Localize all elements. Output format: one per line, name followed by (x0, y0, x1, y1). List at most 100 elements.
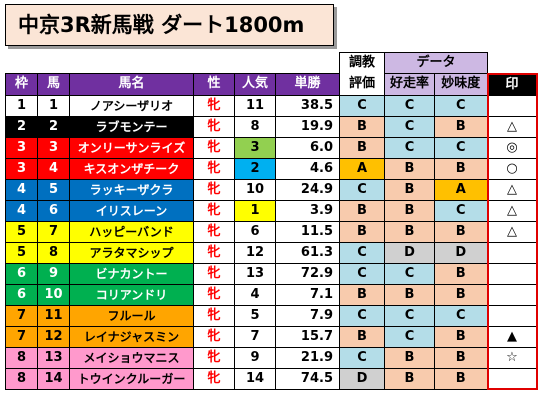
myoumido-grade-cell: D (434, 241, 488, 264)
shirushi-mark-cell (486, 262, 538, 285)
sex-cell: 牝 (193, 325, 235, 348)
waku-cell: 5 (5, 241, 38, 264)
table-row: 3 4 キスオンザチーク牝 2 4.6 A B B ○ (5, 157, 538, 180)
popularity-cell: 5 (234, 304, 276, 327)
odds-cell: 7.1 (275, 283, 340, 306)
horse-name-cell: ハッピーバンド (69, 220, 194, 243)
popularity-cell: 11 (234, 94, 276, 117)
page-title: 中京3R新馬戦 ダート1800m (5, 4, 334, 46)
sex-cell: 牝 (193, 157, 235, 180)
odds-cell: 15.7 (275, 325, 340, 348)
chokyo-grade-cell: C (339, 178, 385, 201)
chokyo-eval-header: 評価 (339, 73, 385, 96)
kosouritsu-grade-cell: C (384, 94, 435, 117)
waku-cell: 6 (5, 283, 38, 306)
table-row: 8 13 メイショウマニス牝 9 21.9 C B B ☆ (5, 346, 538, 369)
kosouritsu-grade-cell: C (384, 115, 435, 138)
kosouritsu-grade-cell: C (384, 262, 435, 285)
uma-cell: 9 (37, 262, 70, 285)
myoumido-grade-cell: B (434, 346, 488, 369)
uma-cell: 5 (37, 178, 70, 201)
table-row: 5 8 アラタマシップ牝 12 61.3 C D D (5, 241, 538, 264)
uma-cell: 12 (37, 325, 70, 348)
chokyo-grade-cell: B (339, 115, 385, 138)
uma-cell: 13 (37, 346, 70, 369)
chokyo-grade-cell: B (339, 283, 385, 306)
popularity-cell: 7 (234, 325, 276, 348)
horse-name-cell: イリスレーン (69, 199, 194, 222)
popularity-cell: 2 (234, 157, 276, 180)
popularity-header: 人気 (234, 73, 276, 96)
shirushi-mark-cell: △ (486, 115, 538, 138)
uma-cell: 4 (37, 157, 70, 180)
popularity-cell: 9 (234, 346, 276, 369)
kosouritsu-grade-cell: C (384, 304, 435, 327)
odds-cell: 24.9 (275, 178, 340, 201)
kosouritsu-grade-cell: B (384, 199, 435, 222)
kosouritsu-grade-cell: B (384, 178, 435, 201)
table-row: 8 14 トウインクルーガー牝 14 74.5 D B B (5, 367, 538, 390)
table-row: 3 3 オンリーサンライズ牝 3 6.0 B C C ◎ (5, 136, 538, 159)
table-row: 6 10 コリアンドリ牝 4 7.1 B B B (5, 283, 538, 306)
odds-cell: 11.5 (275, 220, 340, 243)
chokyo-grade-cell: C (339, 94, 385, 117)
horse-name-cell: コリアンドリ (69, 283, 194, 306)
waku-cell: 8 (5, 346, 38, 369)
shirushi-mark-cell (486, 241, 538, 264)
odds-cell: 61.3 (275, 241, 340, 264)
uma-header: 馬 (37, 73, 70, 96)
waku-cell: 3 (5, 136, 38, 159)
waku-cell: 5 (5, 220, 38, 243)
horse-name-cell: ノアシーザリオ (69, 94, 194, 117)
race-table: 調教 データ 枠 馬 馬名 性 人気 単勝 評価 好走率 妙味度 印 1 1 ノアシ… (5, 52, 538, 390)
popularity-cell: 3 (234, 136, 276, 159)
chokyo-group-header: 調教 (339, 52, 385, 74)
shirushi-mark-cell (486, 94, 538, 117)
uma-cell: 2 (37, 115, 70, 138)
myoumido-grade-cell: C (434, 199, 488, 222)
kosouritsu-grade-cell: C (384, 136, 435, 159)
kosouritsu-grade-cell: C (384, 325, 435, 348)
sex-cell: 牝 (193, 178, 235, 201)
odds-cell: 21.9 (275, 346, 340, 369)
kosouritsu-grade-cell: B (384, 157, 435, 180)
horse-name-cell: トウインクルーガー (69, 367, 194, 390)
horse-name-cell: レイナジャスミン (69, 325, 194, 348)
popularity-cell: 8 (234, 115, 276, 138)
sex-cell: 牝 (193, 241, 235, 264)
chokyo-grade-cell: A (339, 157, 385, 180)
popularity-cell: 10 (234, 178, 276, 201)
odds-cell: 74.5 (275, 367, 340, 390)
horse-name-cell: メイショウマニス (69, 346, 194, 369)
waku-cell: 4 (5, 199, 38, 222)
sex-cell: 牝 (193, 283, 235, 306)
sex-cell: 牝 (193, 367, 235, 390)
kosouritsu-grade-cell: D (384, 241, 435, 264)
sex-cell: 牝 (193, 94, 235, 117)
popularity-cell: 4 (234, 283, 276, 306)
myoumido-header: 妙味度 (434, 73, 488, 96)
shirushi-mark-cell: △ (486, 220, 538, 243)
horse-name-cell: フルール (69, 304, 194, 327)
waku-cell: 7 (5, 304, 38, 327)
uma-cell: 7 (37, 220, 70, 243)
chokyo-grade-cell: B (339, 220, 385, 243)
horse-name-cell: ラブモンテー (69, 115, 194, 138)
shirushi-header: 印 (486, 72, 538, 96)
myoumido-grade-cell: B (434, 220, 488, 243)
shirushi-mark-cell: △ (486, 178, 538, 201)
uma-cell: 6 (37, 199, 70, 222)
table-row: 5 7 ハッピーバンド牝 6 11.5 B B B △ (5, 220, 538, 243)
waku-cell: 6 (5, 262, 38, 285)
sex-cell: 牝 (193, 220, 235, 243)
kosouritsu-grade-cell: B (384, 220, 435, 243)
shirushi-mark-cell: △ (486, 199, 538, 222)
sex-header: 性 (193, 73, 235, 96)
odds-cell: 38.5 (275, 94, 340, 117)
chokyo-grade-cell: B (339, 325, 385, 348)
sex-cell: 牝 (193, 136, 235, 159)
myoumido-grade-cell: B (434, 283, 488, 306)
odds-cell: 72.9 (275, 262, 340, 285)
uma-cell: 14 (37, 367, 70, 390)
myoumido-grade-cell: B (434, 115, 488, 138)
